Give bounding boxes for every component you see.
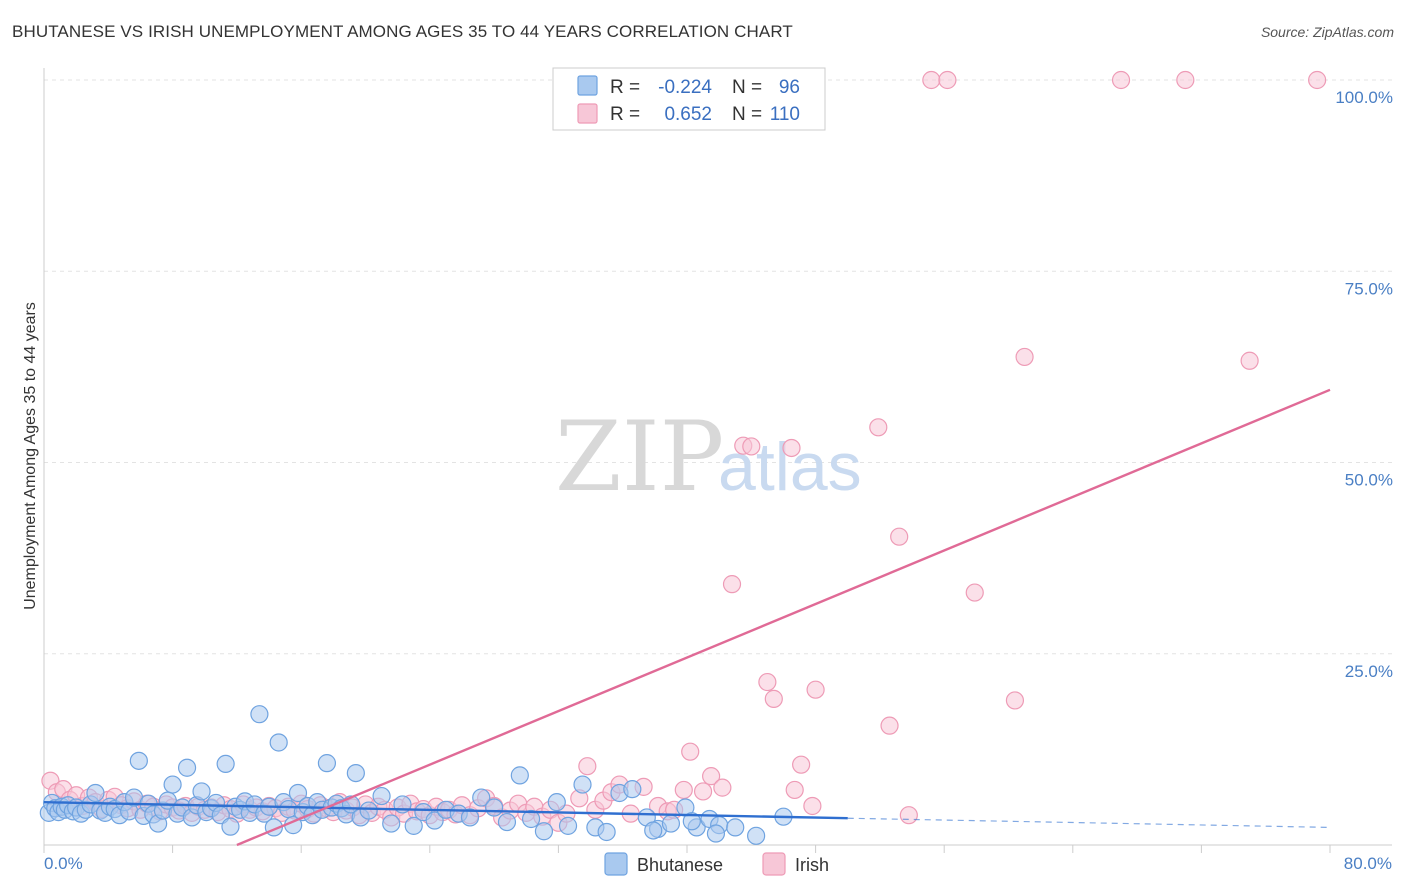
point-bhutanese-84: [547, 793, 566, 812]
point-bhutanese-79: [485, 798, 504, 817]
point-irish-91: [693, 782, 713, 801]
bottom-legend-label-bhutanese: Bhutanese: [637, 855, 723, 875]
point-bhutanese-99: [747, 826, 766, 845]
trend-line-extension-bhutanese: [847, 817, 1331, 829]
point-irish-93: [713, 778, 732, 797]
point-bhutanese-40: [221, 817, 240, 836]
point-bhutanese-39: [216, 754, 235, 774]
trend-lines: [43, 388, 1331, 847]
legend-box: [552, 67, 826, 131]
point-bhutanese-93: [661, 814, 681, 833]
point-irish-108: [922, 70, 941, 90]
point-irish-79: [578, 757, 597, 776]
point-irish-97: [758, 672, 777, 692]
legend-r-value-1: -0.224: [658, 77, 712, 98]
point-irish-107: [899, 806, 918, 825]
legend-n-label-1: N =: [732, 77, 762, 98]
point-bhutanese-85: [558, 816, 578, 835]
legend-r-label-1: R =: [610, 77, 640, 98]
point-bhutanese-54: [288, 783, 308, 803]
point-irish-96: [742, 437, 761, 456]
point-irish-92: [702, 767, 721, 786]
bottom-legend-swatch-irish: [762, 852, 786, 876]
point-bhutanese-78: [472, 788, 491, 807]
series-bhutanese: [39, 705, 793, 845]
y-tick-label-0: 100.0%: [1335, 88, 1393, 107]
bottom-legend-label-irish: Irish: [795, 855, 829, 875]
point-bhutanese-102: [682, 812, 701, 831]
point-irish-105: [880, 716, 899, 735]
point-bhutanese-60: [317, 754, 337, 773]
point-irish-110: [965, 583, 984, 602]
point-bhutanese-46: [250, 705, 269, 724]
point-bhutanese-80: [497, 812, 517, 832]
point-bhutanese-66: [346, 763, 365, 783]
point-irish-104: [869, 418, 888, 437]
legend-r-value-2: 0.652: [664, 104, 712, 125]
point-bhutanese-72: [404, 816, 423, 835]
point-irish-116: [1308, 70, 1327, 90]
x-tick-label-right: 80.0%: [1344, 854, 1392, 873]
chart-title: BHUTANESE VS IRISH UNEMPLOYMENT AMONG AG…: [12, 22, 793, 41]
point-irish-113: [1111, 70, 1131, 90]
legend-n-value-2: 110: [770, 104, 800, 125]
axes: [43, 68, 1392, 853]
point-bhutanese-31: [177, 758, 197, 777]
point-bhutanese-86: [573, 775, 592, 794]
legend-swatch-bhutanese: [577, 75, 598, 96]
point-bhutanese-21: [129, 751, 148, 770]
point-bhutanese-82: [521, 809, 541, 829]
point-irish-112: [1015, 347, 1034, 367]
point-bhutanese-103: [706, 824, 726, 843]
watermark-zip: ZIP: [555, 401, 724, 513]
point-bhutanese-74: [425, 811, 444, 830]
point-bhutanese-28: [163, 775, 182, 794]
point-bhutanese-81: [510, 766, 529, 785]
point-irish-109: [938, 70, 957, 90]
trend-line-bhutanese: [43, 800, 848, 820]
point-irish-100: [785, 780, 804, 800]
correlation-legend: R = -0.224 N = 96 R = 0.652 N = 110: [552, 67, 826, 131]
point-bhutanese-68: [359, 801, 378, 820]
point-bhutanese-70: [382, 814, 401, 833]
point-bhutanese-98: [726, 818, 745, 837]
point-irish-102: [803, 796, 822, 816]
point-bhutanese-90: [623, 780, 642, 799]
legend-n-value-1: 96: [779, 77, 800, 98]
point-irish-101: [792, 755, 811, 774]
point-bhutanese-50: [269, 733, 288, 752]
bottom-legend-swatch-bhutanese: [604, 852, 628, 876]
point-irish-99: [782, 438, 801, 458]
point-bhutanese-88: [597, 822, 616, 842]
legend-r-label-2: R =: [610, 104, 640, 125]
legend-n-label-2: N =: [732, 104, 762, 125]
point-irish-98: [764, 689, 783, 708]
point-bhutanese-101: [644, 821, 663, 840]
point-bhutanese-34: [192, 782, 211, 801]
point-bhutanese-12: [86, 783, 105, 803]
trend-line-irish: [236, 388, 1331, 847]
grid: [44, 79, 1392, 655]
point-bhutanese-69: [372, 786, 391, 806]
point-irish-103: [806, 680, 825, 699]
source-credit: Source: ZipAtlas.com: [1260, 24, 1394, 40]
point-irish-94: [722, 575, 742, 594]
series-legend: Bhutanese Irish: [604, 852, 829, 876]
y-tick-labels: 100.0% 75.0% 50.0% 25.0%: [1335, 88, 1393, 681]
point-irish-106: [890, 527, 909, 546]
point-irish-111: [1005, 691, 1025, 710]
point-bhutanese-83: [534, 822, 554, 841]
point-irish-114: [1176, 70, 1195, 90]
point-irish-115: [1240, 351, 1259, 370]
y-axis-label: Unemployment Among Ages 35 to 44 years: [22, 302, 39, 610]
y-tick-label-2: 50.0%: [1345, 471, 1393, 490]
point-bhutanese-77: [460, 808, 480, 827]
y-tick-label-3: 25.0%: [1345, 662, 1393, 681]
x-tick-label-left: 0.0%: [44, 854, 83, 873]
y-tick-label-1: 75.0%: [1345, 279, 1393, 298]
point-irish-90: [681, 742, 700, 761]
point-irish-89: [674, 780, 693, 800]
legend-swatch-irish: [577, 103, 598, 124]
